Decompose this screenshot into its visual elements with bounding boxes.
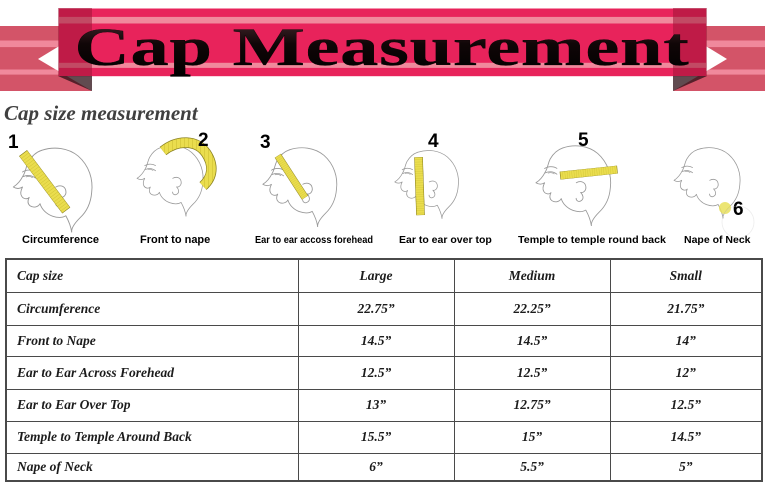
svg-text:Front to nape: Front to nape <box>140 234 210 246</box>
svg-text:Nape of Neck: Nape of Neck <box>684 234 751 246</box>
svg-text:2: 2 <box>198 130 209 151</box>
svg-text:3: 3 <box>260 132 271 153</box>
svg-text:4: 4 <box>428 131 439 152</box>
svg-text:Circumference: Circumference <box>22 234 99 246</box>
svg-text:1: 1 <box>8 132 19 153</box>
svg-text:Ear to ear over top: Ear to ear over top <box>399 234 492 246</box>
svg-text:6: 6 <box>733 199 744 220</box>
svg-text:Temple to temple round back: Temple to temple round back <box>518 234 666 246</box>
svg-text:Ear to ear accoss forehead: Ear to ear accoss forehead <box>255 234 373 246</box>
svg-text:5: 5 <box>578 130 589 151</box>
